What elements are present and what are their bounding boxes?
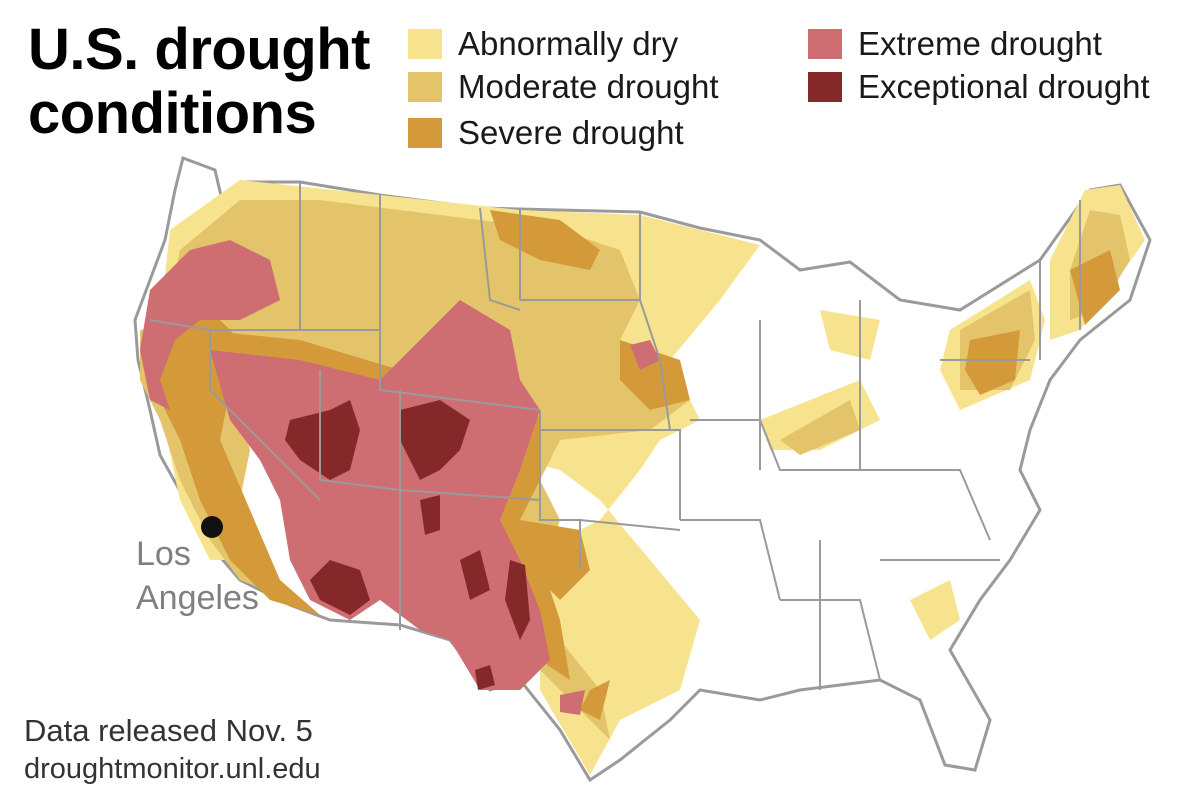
map-title: U.S. drought conditions [28,17,370,146]
los-angeles-marker [201,516,223,538]
legend-label: Abnormally dry [458,25,679,62]
city-label-line-1: Los [136,535,191,573]
legend-item-exceptional-drought: Exceptional drought [808,69,1150,105]
legend-swatch-exceptional-drought [808,72,842,102]
legend-item-moderate-drought: Moderate drought [408,69,719,105]
city-label-line-2: Angeles [136,579,259,617]
source-credit: Data released Nov. 5 droughtmonitor.unl.… [24,712,321,788]
legend-label: Exceptional drought [858,68,1150,105]
legend-item-extreme-drought: Extreme drought [808,26,1102,62]
exceptional-drought-areas [285,400,530,690]
legend-label: Extreme drought [858,25,1102,62]
legend-label: Severe drought [458,114,684,151]
legend-item-severe-drought: Severe drought [408,115,684,151]
city-label-los-angeles: Los Angeles [136,532,296,620]
legend-swatch-extreme-drought [808,29,842,59]
legend-swatch-moderate-drought [408,72,442,102]
state-borders [149,182,1081,690]
legend-label: Moderate drought [458,68,719,105]
legend-swatch-severe-drought [408,118,442,148]
extreme-drought-areas [140,240,660,715]
legend-item-abnormally-dry: Abnormally dry [408,26,678,62]
release-date: Data released Nov. 5 [24,713,313,748]
source-url: droughtmonitor.unl.edu [24,753,321,785]
legend-swatch-abnormally-dry [408,29,442,59]
